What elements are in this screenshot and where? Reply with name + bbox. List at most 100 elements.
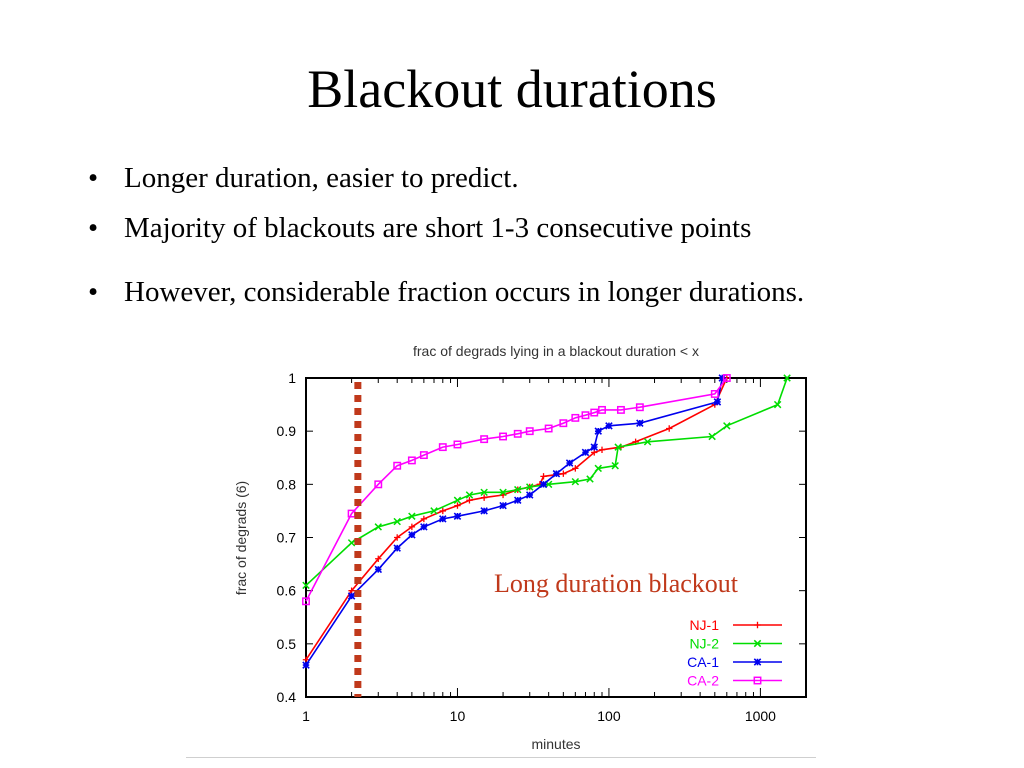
bullet-text: Longer duration, easier to predict. bbox=[124, 162, 519, 194]
bullet-text: However, considerable fraction occurs in… bbox=[124, 276, 805, 308]
point-nj-1 bbox=[666, 425, 673, 432]
point-ca-2 bbox=[393, 461, 402, 470]
legend-label-nj-1: NJ-1 bbox=[689, 617, 719, 633]
point-nj-2 bbox=[465, 491, 474, 499]
point-ca-1 bbox=[453, 512, 462, 520]
point-ca-2 bbox=[722, 374, 731, 382]
y-tick-label: 0.5 bbox=[277, 636, 297, 652]
point-ca-1 bbox=[552, 469, 561, 478]
point-nj-2 bbox=[393, 517, 401, 526]
point-ca-2 bbox=[581, 411, 590, 420]
y-axis-label: frac of degrads (6) bbox=[233, 481, 249, 595]
y-tick-label: 0.6 bbox=[277, 583, 297, 599]
point-ca-1 bbox=[525, 491, 534, 499]
point-ca-2 bbox=[374, 480, 383, 489]
point-ca-2 bbox=[559, 419, 568, 428]
point-nj-2 bbox=[783, 374, 791, 382]
point-ca-2 bbox=[302, 597, 310, 606]
point-nj-1 bbox=[480, 494, 488, 501]
long-duration-annotation: Long duration blackout bbox=[494, 569, 739, 598]
point-ca-1 bbox=[513, 496, 522, 505]
y-tick-label: 0.7 bbox=[277, 530, 297, 546]
point-nj-2 bbox=[571, 477, 580, 486]
point-nj-1 bbox=[408, 523, 416, 531]
point-nj-2 bbox=[302, 581, 310, 590]
point-nj-2 bbox=[526, 483, 534, 491]
point-nj-2 bbox=[430, 507, 438, 515]
point-ca-2 bbox=[590, 408, 599, 417]
legend-marker-ca-1 bbox=[753, 658, 762, 666]
point-ca-1 bbox=[480, 507, 488, 515]
point-ca-2 bbox=[710, 390, 719, 398]
point-nj-1 bbox=[560, 470, 567, 477]
point-ca-2 bbox=[407, 456, 416, 465]
legend-label-ca-2: CA-2 bbox=[687, 673, 719, 689]
point-ca-1 bbox=[374, 565, 383, 574]
x-tick-label: 1000 bbox=[745, 708, 776, 724]
chart-title: frac of degrads lying in a blackout dura… bbox=[413, 343, 699, 359]
point-ca-1 bbox=[581, 448, 590, 457]
point-nj-2 bbox=[499, 488, 507, 497]
point-nj-2 bbox=[594, 464, 602, 473]
point-ca-1 bbox=[499, 501, 507, 510]
point-nj-2 bbox=[611, 461, 619, 470]
y-tick-label: 1 bbox=[288, 370, 296, 386]
bullet-text: Majority of blackouts are short 1-3 cons… bbox=[124, 212, 752, 244]
point-nj-2 bbox=[374, 523, 382, 531]
slide-title: Blackout durations bbox=[307, 59, 717, 119]
series-line-ca-1 bbox=[305, 377, 724, 666]
x-axis-label: minutes bbox=[531, 736, 580, 752]
legend-marker-ca-2 bbox=[753, 676, 762, 685]
bullet-dot: • bbox=[88, 162, 99, 194]
bullet-dot: • bbox=[88, 276, 99, 308]
point-nj-2 bbox=[708, 432, 716, 441]
point-ca-1 bbox=[605, 422, 613, 430]
point-nj-1 bbox=[454, 502, 461, 509]
point-nj-1 bbox=[439, 507, 446, 515]
legend-label-nj-2: NJ-2 bbox=[689, 636, 719, 652]
point-ca-1 bbox=[718, 374, 727, 382]
point-nj-2 bbox=[773, 400, 782, 409]
point-ca-1 bbox=[636, 419, 644, 427]
x-tick-label: 10 bbox=[450, 708, 466, 724]
point-ca-2 bbox=[616, 405, 625, 414]
point-ca-2 bbox=[544, 424, 553, 433]
footer-divider bbox=[186, 757, 816, 758]
point-ca-2 bbox=[499, 432, 508, 441]
series-line-ca-2 bbox=[305, 377, 728, 602]
point-ca-1 bbox=[420, 523, 428, 531]
point-nj-2 bbox=[480, 488, 488, 497]
point-nj-2 bbox=[347, 539, 356, 547]
point-ca-2 bbox=[571, 413, 580, 422]
point-ca-1 bbox=[302, 661, 310, 669]
y-tick-label: 0.8 bbox=[277, 476, 297, 492]
point-ca-1 bbox=[565, 459, 574, 467]
series-line-nj-1 bbox=[305, 377, 728, 661]
point-nj-1 bbox=[420, 515, 428, 523]
point-ca-1 bbox=[408, 531, 416, 539]
point-ca-1 bbox=[539, 480, 548, 489]
point-ca-1 bbox=[590, 443, 599, 451]
point-ca-2 bbox=[513, 429, 522, 438]
point-ca-2 bbox=[525, 427, 534, 436]
point-ca-2 bbox=[453, 440, 462, 449]
plot-layer: 0.4 0.5 0.6 0.7 0.8 0.9 1 1 10 100 1000 NJ-1 NJ-2 CA-… bbox=[277, 370, 807, 724]
point-nj-1 bbox=[572, 465, 579, 472]
legend-marker-nj-2 bbox=[753, 639, 762, 648]
point-ca-2 bbox=[635, 403, 644, 412]
point-nj-1 bbox=[393, 534, 401, 541]
point-nj-2 bbox=[643, 438, 652, 446]
x-tick-label: 1 bbox=[302, 708, 310, 724]
point-nj-2 bbox=[586, 475, 594, 483]
point-ca-2 bbox=[480, 435, 489, 444]
point-nj-1 bbox=[598, 446, 606, 453]
y-tick-label: 0.9 bbox=[277, 423, 297, 439]
point-nj-1 bbox=[466, 497, 473, 504]
point-nj-1 bbox=[375, 555, 382, 562]
bullet-dot: • bbox=[88, 212, 99, 244]
point-ca-1 bbox=[439, 515, 447, 523]
y-tick-label: 0.4 bbox=[277, 689, 297, 705]
point-ca-2 bbox=[438, 443, 447, 452]
point-ca-1 bbox=[393, 544, 401, 552]
